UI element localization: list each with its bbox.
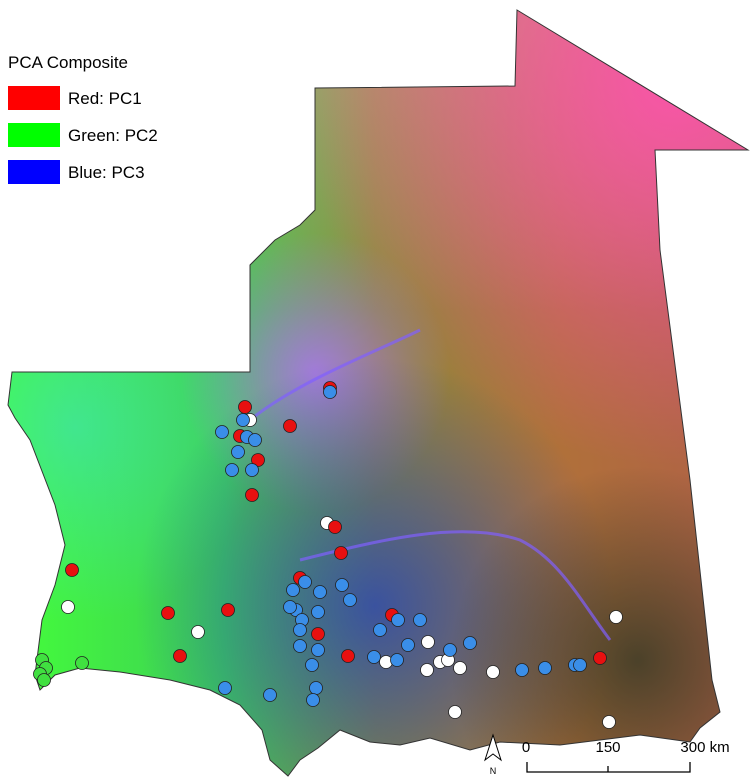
sample-point xyxy=(368,651,381,664)
sample-point xyxy=(76,657,89,670)
sample-point xyxy=(174,650,187,663)
scale-label: 300 km xyxy=(680,739,729,756)
legend-title: PCA Composite xyxy=(8,53,128,72)
sample-point xyxy=(391,654,404,667)
sample-point xyxy=(422,636,435,649)
sample-point xyxy=(312,606,325,619)
scale-label: 150 xyxy=(595,739,620,756)
sample-point xyxy=(444,644,457,657)
sample-point xyxy=(264,689,277,702)
sample-point xyxy=(310,682,323,695)
sample-point xyxy=(342,650,355,663)
sample-point xyxy=(294,640,307,653)
sample-point xyxy=(226,464,239,477)
sample-point xyxy=(392,614,405,627)
sample-point xyxy=(414,614,427,627)
sample-point xyxy=(574,659,587,672)
sample-point xyxy=(237,414,250,427)
sample-point xyxy=(38,674,51,687)
scale-label: 0 xyxy=(522,739,530,756)
sample-point xyxy=(594,652,607,665)
sample-point xyxy=(402,639,415,652)
legend-swatch xyxy=(8,86,60,110)
legend-label: Green: PC2 xyxy=(68,126,158,145)
sample-point xyxy=(336,579,349,592)
sample-point xyxy=(299,576,312,589)
legend-label: Blue: PC3 xyxy=(68,163,145,182)
sample-point xyxy=(312,644,325,657)
sample-point xyxy=(539,662,552,675)
legend-swatch xyxy=(8,123,60,147)
sample-point xyxy=(222,604,235,617)
sample-point xyxy=(487,666,500,679)
sample-point xyxy=(232,446,245,459)
sample-point xyxy=(306,659,319,672)
sample-point xyxy=(454,662,467,675)
legend-label: Red: PC1 xyxy=(68,89,142,108)
sample-point xyxy=(287,584,300,597)
sample-point xyxy=(192,626,205,639)
sample-point xyxy=(449,706,462,719)
sample-point xyxy=(464,637,477,650)
sample-point xyxy=(324,386,337,399)
sample-point xyxy=(246,464,259,477)
north-label: N xyxy=(490,766,497,776)
sample-point xyxy=(284,601,297,614)
sample-point xyxy=(421,664,434,677)
sample-point xyxy=(344,594,357,607)
scale-bar xyxy=(527,762,690,772)
sample-point xyxy=(516,664,529,677)
sample-point xyxy=(610,611,623,624)
sample-point xyxy=(66,564,79,577)
legend-swatch xyxy=(8,160,60,184)
map: PCA Composite Red: PC1 Green: PC2 Blue: … xyxy=(0,0,750,777)
sample-point xyxy=(603,716,616,729)
sample-point xyxy=(329,521,342,534)
sample-point xyxy=(162,607,175,620)
sample-point xyxy=(374,624,387,637)
sample-point xyxy=(284,420,297,433)
sample-point xyxy=(335,547,348,560)
sample-point xyxy=(239,401,252,414)
sample-point xyxy=(62,601,75,614)
sample-point xyxy=(294,624,307,637)
sample-point xyxy=(249,434,262,447)
sample-point xyxy=(216,426,229,439)
sample-point xyxy=(314,586,327,599)
sample-point xyxy=(307,694,320,707)
sample-point xyxy=(219,682,232,695)
sample-point xyxy=(246,489,259,502)
sample-point xyxy=(312,628,325,641)
